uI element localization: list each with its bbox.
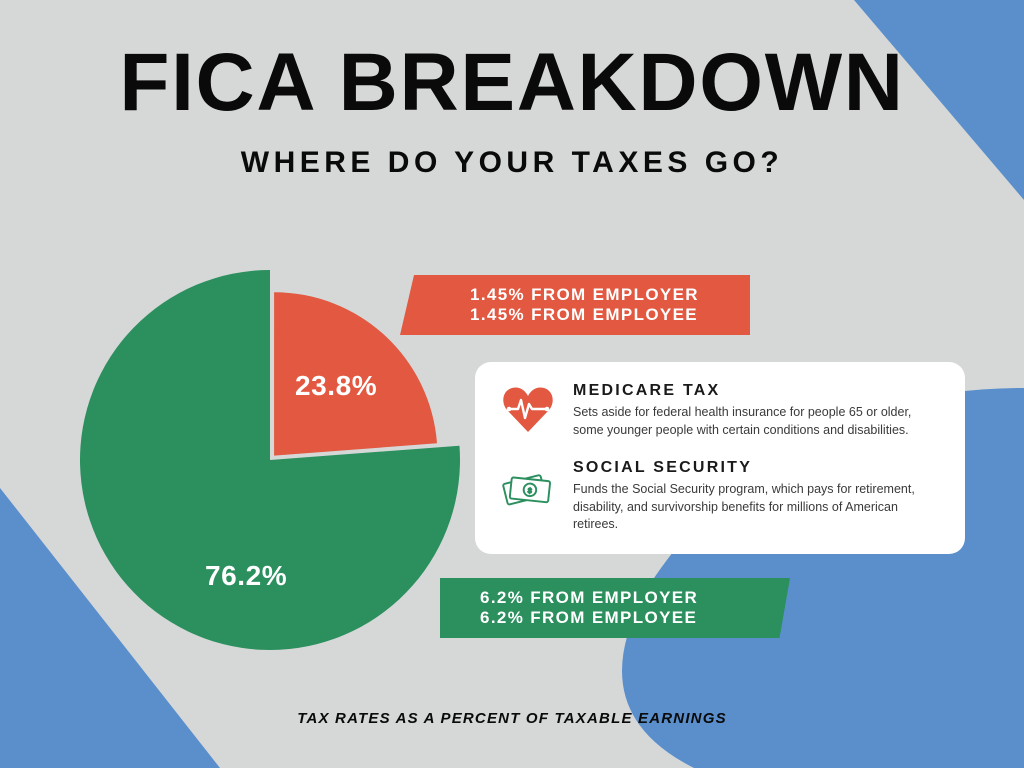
- callout-socialsecurity-rates: 6.2% FROM EMPLOYER 6.2% FROM EMPLOYEE: [440, 578, 790, 638]
- fica-pie-chart: [70, 260, 470, 660]
- callout-line: 1.45% FROM EMPLOYER: [470, 285, 720, 305]
- callout-line: 6.2% FROM EMPLOYER: [480, 588, 760, 608]
- footer-note: TAX RATES AS A PERCENT OF TAXABLE EARNIN…: [0, 710, 1024, 727]
- callout-line: 6.2% FROM EMPLOYEE: [480, 608, 760, 628]
- info-title: MEDICARE TAX: [573, 382, 939, 400]
- callout-line: 1.45% FROM EMPLOYEE: [470, 305, 720, 325]
- info-desc: Sets aside for federal health insurance …: [573, 404, 939, 439]
- pie-slice-social-security: [80, 270, 460, 650]
- info-card: MEDICARE TAX Sets aside for federal heal…: [475, 362, 965, 554]
- heart-ecg-icon: [501, 382, 555, 436]
- page-subtitle: WHERE DO YOUR TAXES GO?: [0, 146, 1024, 180]
- info-row-medicare: MEDICARE TAX Sets aside for federal heal…: [501, 382, 939, 439]
- pie-label-social-security: 76.2%: [205, 560, 287, 592]
- pie-label-medicare: 23.8%: [295, 370, 377, 402]
- page-title: FICA BREAKDOWN: [0, 36, 1024, 130]
- money-bills-icon: $: [501, 459, 555, 513]
- info-title: SOCIAL SECURITY: [573, 459, 939, 477]
- info-desc: Funds the Social Security program, which…: [573, 481, 939, 534]
- info-row-socialsecurity: $ SOCIAL SECURITY Funds the Social Secur…: [501, 459, 939, 534]
